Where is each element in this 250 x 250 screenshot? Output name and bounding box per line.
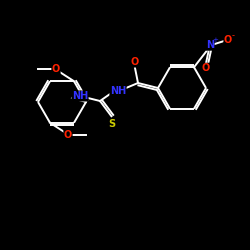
- Text: O: O: [64, 130, 72, 140]
- Text: -: -: [232, 31, 234, 40]
- Text: O: O: [131, 57, 139, 67]
- Text: NH: NH: [72, 91, 88, 101]
- Text: N: N: [206, 40, 214, 50]
- Text: NH: NH: [110, 86, 126, 96]
- Text: O: O: [52, 64, 60, 74]
- Text: S: S: [108, 119, 116, 129]
- Text: O: O: [202, 63, 210, 73]
- Text: O: O: [224, 35, 232, 45]
- Text: +: +: [212, 37, 218, 43]
